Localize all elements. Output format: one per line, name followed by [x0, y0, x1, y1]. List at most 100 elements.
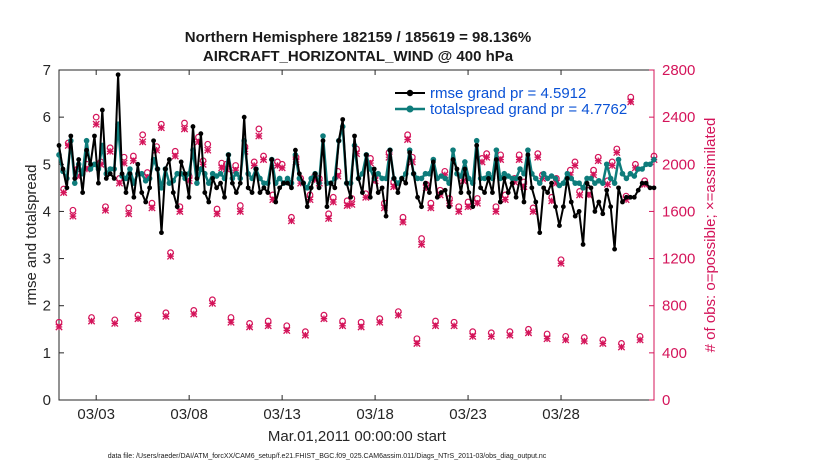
rmse-point: [352, 133, 357, 139]
rmse-point: [588, 185, 594, 191]
rmse-point: [340, 117, 346, 122]
obs-assimilated-marker: [473, 199, 482, 207]
rmse-point: [206, 199, 212, 205]
rmse-point: [371, 166, 377, 172]
right-y-tick-label: 1200: [662, 251, 695, 268]
totalspread-point: [540, 170, 547, 177]
rmse-point: [174, 204, 180, 210]
rmse-point: [107, 171, 113, 177]
rmse-point: [222, 194, 227, 200]
rmse-point: [308, 185, 314, 191]
rmse-point: [135, 161, 141, 167]
rmse-point: [560, 204, 566, 210]
obs-assimilated-marker: [157, 124, 165, 132]
rmse-point: [115, 72, 121, 78]
y-tick-label: 4: [43, 203, 51, 220]
rmse-line: [58, 73, 654, 251]
rmse-point: [426, 190, 432, 195]
rmse-point: [273, 199, 279, 205]
obs-assimilated-marker: [264, 322, 272, 330]
obs-assimilated-marker: [329, 198, 337, 206]
rmse-point: [328, 180, 334, 186]
totalspread-point: [375, 170, 381, 177]
rmse-point: [612, 246, 617, 252]
obs-assimilated-marker: [208, 299, 217, 308]
obs-assimilated-marker: [125, 210, 133, 218]
totalspread-point: [525, 147, 531, 153]
rmse-point: [529, 185, 535, 191]
obs-assimilated-marker: [278, 164, 286, 172]
obs-assimilated-marker: [59, 188, 68, 197]
obs-assimilated-marker: [362, 193, 370, 201]
rmse-point: [419, 204, 424, 210]
totalspread-point: [603, 161, 610, 168]
rmse-point: [458, 190, 464, 195]
rmse-point: [423, 180, 428, 186]
rmse-point: [450, 157, 456, 162]
obs-assimilated-marker: [148, 204, 156, 212]
obs-assimilated-marker: [399, 218, 407, 226]
totalspread-point: [536, 180, 543, 186]
obs-assimilated-marker: [450, 322, 458, 330]
rmse-point: [99, 107, 105, 113]
obs-assimilated-marker: [594, 157, 602, 165]
y-tick-label: 3: [43, 251, 51, 268]
legend: rmse grand pr = 4.5912 totalspread grand…: [395, 85, 627, 118]
rmse-point: [344, 180, 350, 186]
obs-assimilated-marker: [534, 153, 542, 161]
obs-assimilated-marker: [417, 240, 426, 249]
totalspread-point: [619, 170, 626, 177]
y-tick-label: 6: [43, 109, 51, 126]
obs-assimilated-marker: [413, 339, 421, 348]
right-y-tick-label: 2400: [662, 109, 695, 126]
obs-assimilated-marker: [134, 315, 142, 323]
rmse-point: [466, 190, 472, 195]
rmse-point: [293, 147, 298, 153]
totalspread-point: [87, 166, 94, 172]
rmse-point: [521, 199, 527, 205]
totalspread-point: [442, 175, 448, 182]
totalspread-point: [568, 175, 575, 182]
obs-assimilated-marker: [501, 195, 509, 204]
obs-assimilated-marker: [115, 179, 124, 187]
rmse-point: [493, 157, 499, 162]
totalspread-point: [71, 180, 78, 186]
obs-assimilated-marker: [529, 207, 537, 216]
obs-assimilated-marker: [139, 138, 147, 146]
obs-assimilated-marker: [162, 312, 170, 320]
totalspread-point: [615, 156, 622, 163]
obs-assimilated-marker: [348, 200, 356, 209]
chart-title: Northern Hemisphere 182159 / 185619 = 98…: [185, 29, 531, 46]
rmse-point: [214, 185, 220, 191]
totalspread-point: [217, 170, 224, 177]
rmse-point: [411, 171, 417, 177]
legend-spread-label: totalspread grand pr = 4.7762: [430, 101, 627, 118]
rmse-point: [367, 194, 373, 200]
rmse-point: [501, 176, 507, 181]
obs-assimilated-marker: [343, 201, 351, 210]
rmse-point: [470, 204, 476, 210]
rmse-point: [300, 180, 306, 186]
rmse-point: [320, 138, 326, 144]
totalspread-point: [276, 175, 283, 182]
rmse-point: [564, 176, 570, 181]
obs-assimilated-marker: [557, 259, 565, 267]
totalspread-point: [493, 147, 500, 153]
rmse-point: [533, 199, 539, 205]
rmse-point: [360, 190, 365, 195]
x-axis: 03/03 03/08 03/13 03/18 03/23 03/28: [77, 70, 580, 423]
right-y-tick-label: 2800: [662, 62, 695, 79]
rmse-point: [407, 150, 413, 155]
rmse-point: [454, 166, 460, 172]
x-tick-label: 03/18: [356, 406, 394, 423]
obs-assimilated-marker: [562, 336, 570, 344]
obs-assimilated-marker: [55, 323, 63, 331]
rmse-point: [572, 213, 578, 219]
totalspread-point: [647, 161, 653, 168]
totalspread-point: [261, 180, 267, 186]
totalspread-point: [599, 180, 606, 186]
rmse-point: [210, 176, 216, 181]
obs-assimilated-marker: [580, 337, 588, 345]
rmse-point: [218, 180, 223, 186]
rmse-point: [434, 194, 440, 200]
